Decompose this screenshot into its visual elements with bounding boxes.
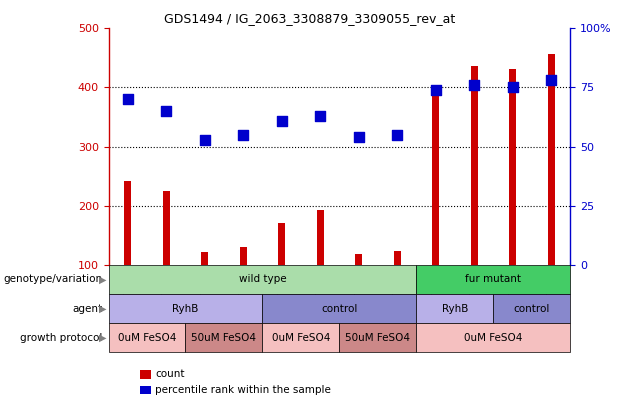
Bar	[417, 323, 570, 352]
Point	[354, 134, 364, 141]
Bar	[108, 294, 262, 323]
Text: control: control	[514, 304, 550, 313]
Text: RyhB: RyhB	[172, 304, 198, 313]
Point	[238, 132, 248, 138]
Text: RyhB: RyhB	[441, 304, 468, 313]
Bar	[547, 54, 555, 265]
Text: 50uM FeSO4: 50uM FeSO4	[192, 333, 257, 343]
Bar	[417, 294, 494, 323]
Text: agent: agent	[72, 304, 102, 313]
Text: control: control	[321, 304, 358, 313]
Text: percentile rank within the sample: percentile rank within the sample	[155, 385, 331, 395]
Text: 0uM FeSO4: 0uM FeSO4	[272, 333, 330, 343]
Bar	[394, 251, 401, 265]
Point	[469, 82, 479, 88]
Bar	[355, 254, 362, 265]
Point	[508, 84, 518, 91]
Point	[161, 108, 171, 114]
Point	[200, 136, 210, 143]
Text: count: count	[155, 369, 185, 379]
Point	[546, 77, 556, 83]
Bar	[163, 191, 170, 265]
Bar	[509, 68, 516, 265]
Bar	[185, 323, 262, 352]
Text: GDS1494 / IG_2063_3308879_3309055_rev_at: GDS1494 / IG_2063_3308879_3309055_rev_at	[164, 12, 456, 25]
Text: ▶: ▶	[99, 333, 107, 343]
Point	[315, 113, 325, 119]
Bar	[108, 323, 185, 352]
Bar	[124, 181, 131, 265]
Text: genotype/variation: genotype/variation	[3, 275, 102, 284]
Point	[123, 96, 133, 102]
Bar	[494, 294, 570, 323]
Text: growth protocol: growth protocol	[20, 333, 102, 343]
Bar	[317, 210, 324, 265]
Text: fur mutant: fur mutant	[466, 275, 521, 284]
Bar	[471, 66, 477, 265]
Text: ▶: ▶	[99, 304, 107, 313]
Bar	[278, 224, 285, 265]
Text: ▶: ▶	[99, 275, 107, 284]
Point	[392, 132, 402, 138]
Text: wild type: wild type	[239, 275, 286, 284]
Text: 50uM FeSO4: 50uM FeSO4	[345, 333, 410, 343]
Text: 0uM FeSO4: 0uM FeSO4	[464, 333, 523, 343]
Bar	[432, 94, 439, 265]
Bar	[108, 265, 417, 294]
Bar	[202, 252, 208, 265]
Bar	[262, 294, 417, 323]
Bar	[417, 265, 570, 294]
Bar	[262, 323, 340, 352]
Point	[431, 87, 441, 93]
Text: 0uM FeSO4: 0uM FeSO4	[118, 333, 176, 343]
Bar	[240, 247, 247, 265]
Bar	[340, 323, 417, 352]
Point	[277, 117, 286, 124]
